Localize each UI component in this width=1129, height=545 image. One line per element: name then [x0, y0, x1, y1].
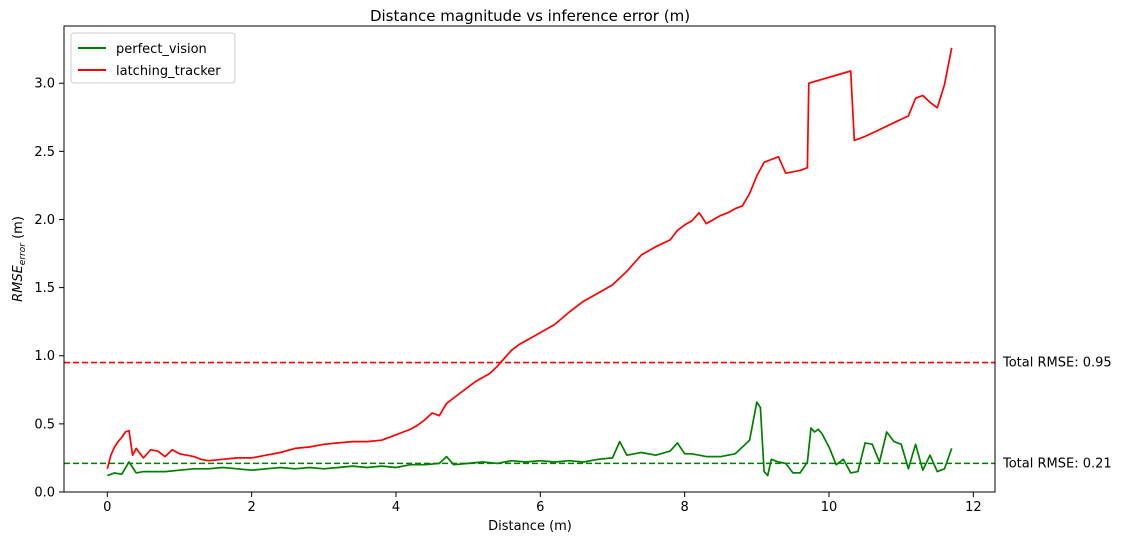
series-line-perfect-vision [107, 401, 953, 477]
legend-box [70, 32, 236, 84]
x-axis-title: Distance (m) [488, 519, 572, 534]
y-axis-title-unit: (m) [11, 216, 26, 243]
legend-label-perfect-vision: perfect_vision [116, 42, 207, 57]
y-tick-label-2: 1.0 [34, 349, 55, 364]
plot-frame [63, 25, 996, 493]
x-tick-label-1: 2 [248, 500, 256, 515]
x-tick-label-4: 8 [681, 500, 689, 515]
reference-line-label-1: Total RMSE: 0.21 [1002, 456, 1112, 471]
y-axis-title-sub: error [18, 242, 28, 265]
y-axis-title: RMSEerror (m) [11, 216, 28, 302]
y-axis-title-main: RMSE [11, 264, 26, 302]
y-tick-label-0: 0.0 [34, 486, 55, 501]
x-tick-label-3: 6 [536, 500, 544, 515]
legend-label-latching-tracker: latching_tracker [116, 64, 221, 79]
y-tick-label-4: 2.0 [34, 213, 55, 228]
x-tick-label-6: 12 [965, 500, 982, 515]
y-tick-label-6: 3.0 [34, 77, 55, 92]
reference-line-label-0: Total RMSE: 0.95 [1002, 356, 1112, 371]
x-tick-label-2: 4 [392, 500, 400, 515]
legend: perfect_vision latching_tracker [70, 32, 236, 84]
x-tick-label-0: 0 [103, 500, 111, 515]
x-tick-label-5: 10 [821, 500, 838, 515]
y-tick-label-3: 1.5 [34, 281, 55, 296]
y-tick-label-5: 2.5 [34, 145, 55, 160]
series-line-latching-tracker [106, 47, 953, 470]
y-tick-label-1: 0.5 [34, 417, 55, 432]
chart-title: Distance magnitude vs inference error (m… [370, 7, 690, 25]
